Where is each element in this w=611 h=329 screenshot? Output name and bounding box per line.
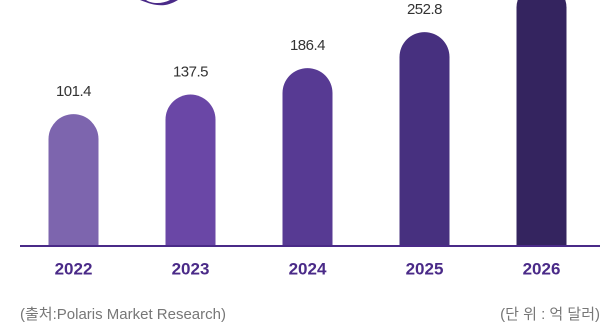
bar: [48, 114, 99, 246]
value-label: 137.5: [173, 64, 208, 81]
bar: [516, 0, 567, 246]
x-tick-label: 2026: [523, 259, 561, 278]
x-tick-label: 2023: [172, 259, 210, 278]
value-label: 101.4: [56, 83, 91, 100]
x-tick-label: 2025: [406, 259, 444, 278]
bar: [165, 94, 216, 247]
x-tick-label: 2022: [55, 259, 93, 278]
unit: (단 위 : 억 달러): [500, 306, 600, 323]
value-label: 186.4: [290, 37, 325, 54]
x-tick-label: 2024: [289, 259, 327, 278]
bar: [282, 68, 333, 246]
source: (출처:Polaris Market Research): [20, 306, 226, 323]
value-label: 252.8: [407, 1, 442, 18]
decoration: [140, 0, 178, 6]
bar: [399, 32, 450, 247]
